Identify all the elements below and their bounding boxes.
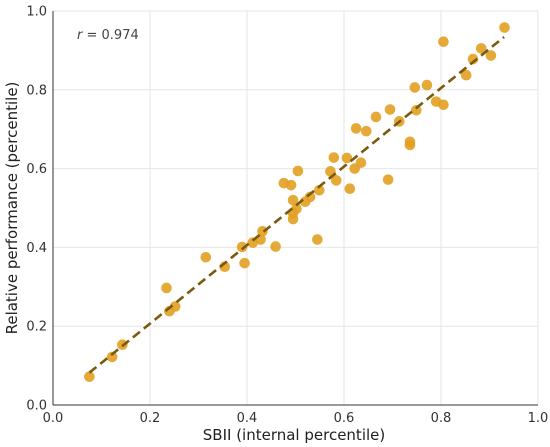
x-axis-label: SBII (internal percentile)	[203, 426, 385, 444]
data-point	[84, 371, 95, 382]
data-point	[330, 175, 342, 186]
x-tick-label: 0.0	[43, 411, 64, 426]
data-point	[382, 174, 394, 185]
data-point	[467, 53, 479, 65]
data-point	[410, 104, 422, 116]
data-point	[355, 157, 367, 168]
data-point	[161, 282, 172, 294]
data-point	[200, 251, 212, 263]
data-point	[350, 123, 362, 134]
data-point	[236, 241, 248, 253]
data-points	[84, 22, 510, 382]
data-point	[438, 36, 449, 48]
data-point	[287, 213, 299, 225]
data-point	[328, 152, 340, 163]
data-point	[475, 43, 487, 54]
trendline	[88, 35, 505, 374]
data-point	[239, 257, 250, 269]
data-point	[292, 165, 304, 177]
data-point	[312, 234, 323, 245]
data-point	[287, 194, 299, 206]
annotation-var: r	[77, 28, 84, 43]
data-point	[341, 152, 353, 164]
data-point	[106, 351, 118, 363]
x-tick-label: 0.8	[431, 411, 452, 426]
y-tick-label: 0.2	[26, 320, 47, 335]
y-axis-label: Relative performance (percentile)	[3, 82, 21, 335]
data-point	[270, 241, 281, 252]
y-tick-label: 0.8	[26, 83, 47, 98]
data-point	[404, 136, 416, 148]
data-point	[285, 179, 297, 191]
data-point	[460, 69, 472, 81]
data-point	[370, 111, 382, 123]
y-tick-label: 0.0	[26, 399, 47, 414]
data-point	[169, 301, 181, 312]
data-point	[291, 203, 302, 215]
y-tick-label: 0.4	[26, 241, 47, 256]
y-tick-label: 1.0	[26, 5, 47, 20]
x-tick-label: 0.2	[140, 411, 161, 426]
x-tick-label: 0.6	[334, 411, 355, 426]
axes	[52, 11, 538, 406]
y-tick-label: 0.6	[26, 162, 47, 177]
data-point	[384, 104, 396, 115]
data-point	[361, 125, 372, 137]
annotation-value: = 0.974	[82, 28, 138, 43]
correlation-annotation: r = 0.974	[77, 28, 139, 43]
x-tick-label: 0.4	[237, 411, 258, 426]
data-point	[304, 191, 316, 203]
trendline-group	[88, 35, 505, 374]
x-tick-label: 1.0	[528, 411, 549, 426]
data-point	[485, 50, 497, 61]
data-point	[438, 99, 449, 111]
data-point	[344, 183, 356, 194]
data-point	[421, 79, 433, 91]
data-point	[499, 22, 510, 33]
tick-labels: 0.0 0.2 0.4 0.6 0.8 1.0 0.0 0.2 0.4 0.6 0.8 1.0	[26, 5, 548, 427]
data-point	[313, 184, 325, 196]
data-point	[409, 82, 421, 93]
data-point	[257, 225, 268, 237]
